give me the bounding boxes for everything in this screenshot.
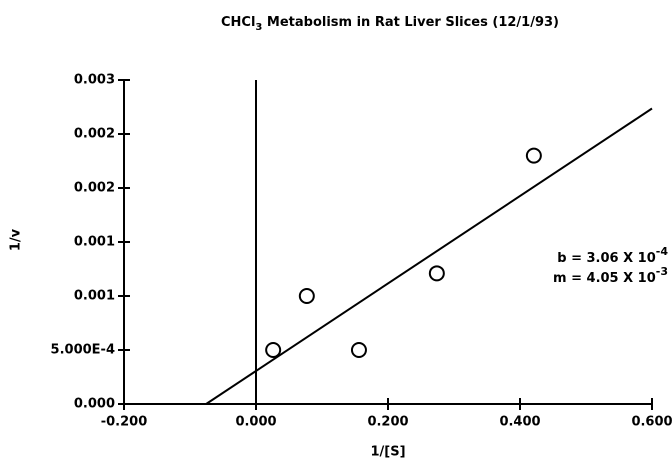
point: [298, 288, 315, 304]
intercept-text: b = 3.06 X 10: [557, 251, 656, 266]
y-tick-label: 0.002: [74, 181, 115, 196]
slope-exp: -3: [656, 265, 668, 278]
x-tick-label: -0.200: [101, 415, 148, 430]
fit-intercept-label: b = 3.06 X 10-4: [557, 245, 668, 266]
point: [265, 342, 282, 358]
fit-line: [205, 107, 653, 405]
y-tick-label: 5.000E-4: [51, 343, 115, 358]
chart-title: CHCl3 Metabolism in Rat Liver Slices (12…: [221, 15, 559, 34]
title-sub: 3: [255, 22, 262, 33]
x-tick-label: 0.200: [367, 415, 408, 430]
title-rest: Metabolism in Rat Liver Slices (12/1/93): [262, 15, 559, 30]
y-tick-label: 0.001: [74, 235, 115, 250]
x-tick-label: 0.000: [235, 415, 276, 430]
y-tick-label: 0.003: [74, 73, 115, 88]
y-tick-label: 0.000: [74, 397, 115, 412]
point: [428, 265, 445, 282]
fit-slope-label: m = 4.05 X 10-3: [553, 265, 668, 286]
slope-text: m = 4.05 X 10: [553, 271, 656, 286]
x-tick-label: 0.600: [631, 415, 672, 430]
x-axis-label: 1/[S]: [370, 445, 405, 460]
y-tick-label: 0.001: [74, 289, 115, 304]
point: [350, 342, 367, 358]
title-main: CHCl: [221, 15, 255, 30]
intercept-exp: -4: [656, 245, 669, 258]
point: [525, 147, 542, 164]
y-axis-label: 1/v: [9, 228, 24, 251]
y-tick-label: 0.002: [74, 127, 115, 142]
x-tick-label: 0.400: [499, 415, 540, 430]
